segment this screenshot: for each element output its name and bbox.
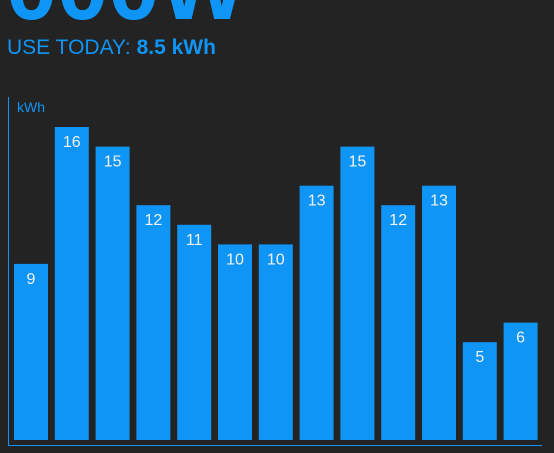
y-axis-label: kWh xyxy=(17,99,45,115)
bar xyxy=(177,224,212,440)
bar-value-label: 6 xyxy=(516,330,525,347)
bar xyxy=(422,185,456,440)
bar xyxy=(299,185,334,440)
bar-value-label: 13 xyxy=(308,193,326,210)
bars-group: 9 16 15 12 11 10 10 13 15 12 13 5 6 xyxy=(14,127,538,440)
use-today-value: 8.5 kWh xyxy=(136,36,216,59)
bar xyxy=(503,322,538,440)
bar xyxy=(381,205,416,440)
bar xyxy=(54,127,89,440)
bar xyxy=(14,263,48,440)
bar-value-label: 15 xyxy=(349,154,367,171)
use-today-line: USE TODAY: 8.5 kWh xyxy=(7,36,216,60)
bar-value-label: 12 xyxy=(389,212,407,229)
bar-value-label: 5 xyxy=(475,349,484,366)
power-reading: 000W xyxy=(6,0,246,34)
bar-value-label: 16 xyxy=(63,134,81,151)
bar-value-label: 13 xyxy=(430,193,448,210)
bar xyxy=(340,146,375,440)
bar xyxy=(462,342,497,440)
bar xyxy=(218,244,252,440)
use-today-label: USE TODAY: xyxy=(7,36,131,59)
bar-value-label: 10 xyxy=(267,251,285,268)
bar-value-label: 9 xyxy=(27,271,36,288)
bar-value-label: 15 xyxy=(104,154,122,171)
bar-value-label: 10 xyxy=(226,251,244,268)
bar xyxy=(258,244,293,440)
bar xyxy=(95,146,130,440)
bar xyxy=(136,205,171,440)
bar-value-label: 12 xyxy=(145,212,163,229)
bar-value-label: 11 xyxy=(186,232,203,249)
